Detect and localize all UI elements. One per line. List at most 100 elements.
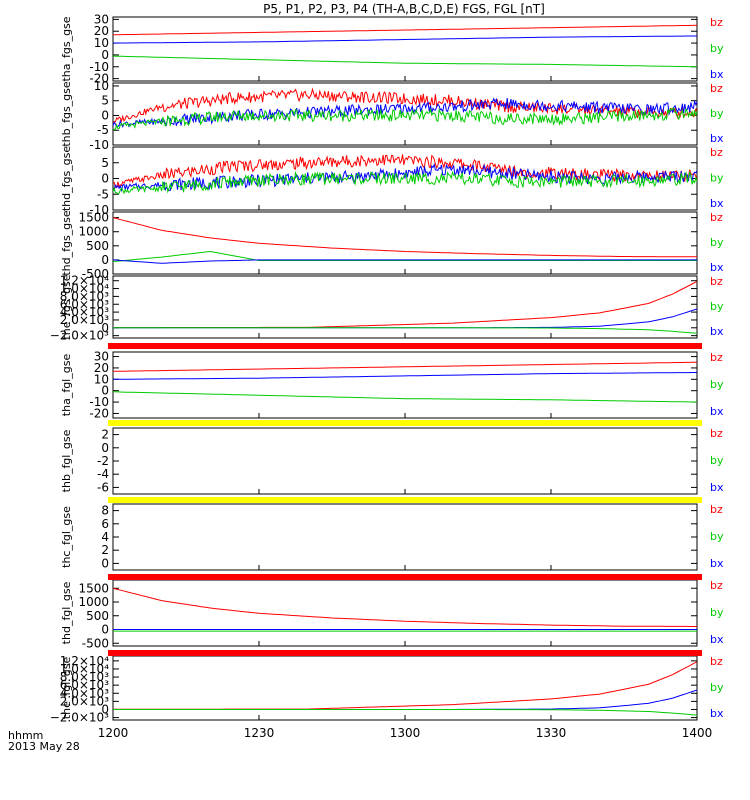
y-tick-label: -10 [89, 60, 109, 74]
series-by [113, 250, 697, 263]
y-axis-label: tha_fgs_gse [60, 16, 73, 81]
legend-bx: bx [710, 261, 724, 274]
legend-by: by [710, 454, 724, 467]
y-axis-label: thd_fgs_gse [60, 210, 73, 276]
series-bz [113, 217, 697, 258]
y-tick-label: 6.0×10³ [60, 678, 109, 692]
y-tick-label: -500 [82, 636, 109, 650]
y-tick-label: 0 [101, 321, 109, 335]
legend-bz: bz [710, 427, 723, 440]
legend-bz: bz [710, 211, 723, 224]
legend-by: by [710, 300, 724, 313]
y-axis-label: thc_fgl_gse [60, 506, 73, 568]
legend-bx: bx [710, 633, 724, 646]
series-by [113, 327, 697, 334]
x-axis: 1200 1230 1300 1330 1400 [98, 726, 713, 740]
series-by [113, 107, 697, 131]
flag-bar [108, 420, 702, 426]
series-bx [113, 35, 697, 44]
series-bz [113, 587, 697, 627]
y-tick-label: 5 [101, 156, 109, 170]
legend-bx: bx [710, 405, 724, 418]
y-tick-label: 0 [101, 702, 109, 716]
y-tick-label: -20 [89, 406, 109, 420]
legend-bz: bz [710, 275, 723, 288]
y-tick-label: 8 [101, 504, 109, 518]
y-tick-label: 0 [101, 172, 109, 186]
legend-by: by [710, 42, 724, 55]
legend-by: by [710, 172, 724, 185]
series-bz [113, 24, 697, 36]
x-tick-label: 1200 [98, 726, 129, 740]
series-by [113, 170, 697, 195]
y-tick-label: 30 [94, 12, 109, 26]
y-tick-label: 1500 [78, 211, 109, 225]
y-tick-label: 10 [94, 79, 109, 93]
panel-2: 5 0-5 -10 thd_fgs_gse bz by bx [60, 146, 724, 217]
y-axis-label: thd_fgs_gse [60, 146, 73, 212]
legend-bx: bx [710, 481, 724, 494]
panel-frame [112, 211, 698, 275]
legend-by: by [710, 236, 724, 249]
legend-by: by [710, 107, 724, 120]
y-tick-label: 1000 [78, 595, 109, 609]
y-tick-label: 0 [101, 253, 109, 267]
legend-bz: bz [710, 655, 723, 668]
y-tick-label: -10 [89, 138, 109, 152]
y-axis-label: thb_fgs_gse [60, 81, 73, 147]
y-axis-label: thd_fgl_gse [60, 581, 73, 644]
flag-bar [108, 343, 702, 349]
panel-9: 1.2×10⁴1.0×10⁴8.0×10³6.0×10³4.0×10³2.0×1… [50, 654, 724, 725]
series-by [113, 391, 697, 403]
series-bx [113, 259, 697, 264]
y-tick-label: 1.2×10⁴ [60, 654, 109, 668]
legend-by: by [710, 606, 724, 619]
y-axis-label: the_fgl_gse [60, 657, 73, 720]
y-tick-label: −2.0×10³ [50, 329, 109, 343]
flag-bar [108, 497, 702, 503]
y-tick-label: 30 [94, 350, 109, 364]
y-tick-label: 1.2×10⁴ [60, 274, 109, 288]
legend-bz: bz [710, 16, 723, 29]
series-by [113, 55, 697, 68]
y-tick-label: 1500 [78, 581, 109, 595]
y-tick-label: -500 [82, 267, 109, 281]
y-tick-label: -10 [89, 395, 109, 409]
panel-frame [112, 146, 698, 211]
panel-frame [112, 503, 698, 571]
x-tick-label: 1230 [244, 726, 275, 740]
x-tick-label: 1400 [682, 726, 713, 740]
y-tick-label: 6.0×10³ [60, 297, 109, 311]
y-tick-label: 4.0×10³ [60, 686, 109, 700]
panel-frame [112, 427, 698, 495]
legend-bz: bz [710, 82, 723, 95]
legend-bz: bz [710, 146, 723, 159]
y-tick-label: 2.0×10³ [60, 313, 109, 327]
y-tick-label: 0 [101, 556, 109, 570]
y-tick-label: -4 [97, 467, 109, 481]
y-tick-label: 1.0×10⁴ [60, 282, 109, 296]
panel-frame [112, 351, 698, 419]
y-tick-label: 10 [94, 372, 109, 386]
y-tick-label: -5 [97, 187, 109, 201]
y-tick-label: -5 [97, 123, 109, 137]
series-bz [113, 661, 697, 710]
y-tick-label: 2 [101, 543, 109, 557]
y-tick-label: 0 [101, 623, 109, 637]
y-tick-label: 4.0×10³ [60, 305, 109, 319]
y-tick-label: 2.0×10³ [60, 694, 109, 708]
y-axis-label: tha_fgl_gse [60, 354, 73, 417]
legend-bz: bz [710, 351, 723, 364]
y-tick-label: 0 [101, 384, 109, 398]
x-tick-label: 1300 [390, 726, 421, 740]
y-tick-label: 20 [94, 361, 109, 375]
series-bx [113, 162, 697, 193]
legend-bx: bx [710, 132, 724, 145]
y-tick-label: 500 [86, 239, 109, 253]
y-tick-label: 1000 [78, 225, 109, 239]
legend-bx: bx [710, 707, 724, 720]
